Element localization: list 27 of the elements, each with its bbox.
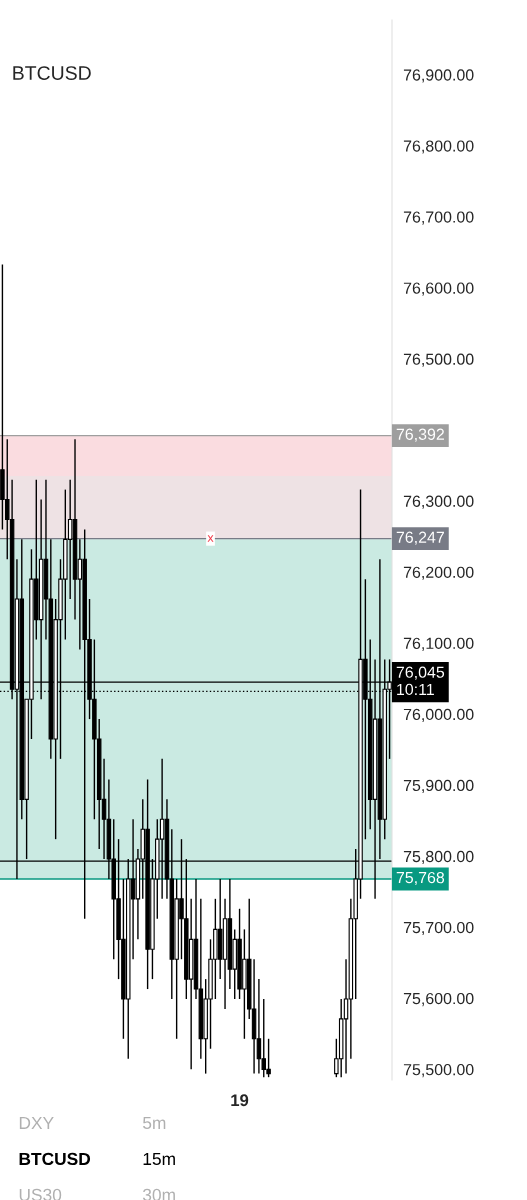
text: BTCUSD	[13, 66, 91, 80]
ref-line-label: 76,392	[396, 428, 444, 442]
text: 5m	[142, 1116, 166, 1130]
y-tick-label: 75,600.00	[403, 992, 474, 1007]
x-tick-label: 19	[231, 1094, 249, 1107]
y-tick-label: 75,500.00	[403, 1063, 474, 1078]
y-tick-label: 76,100.00	[403, 637, 474, 651]
text: DXY	[19, 1116, 54, 1129]
y-tick-label: 76,700.00	[403, 211, 474, 225]
y-tick-label: 76,800.00	[403, 140, 474, 154]
y-tick-label: 75,800.00	[403, 850, 474, 865]
y-tick-label: 76,000.00	[403, 708, 474, 722]
ref-line-label: 76,045 10:11	[396, 666, 445, 696]
y-tick-label: 76,500.00	[403, 353, 474, 367]
text: BTCUSD	[19, 1152, 91, 1166]
ref-line-label: 75,768	[396, 871, 445, 886]
y-tick-label: 75,900.00	[403, 779, 474, 793]
y-tick-label: 75,700.00	[403, 921, 474, 936]
y-tick-label: 76,300.00	[403, 495, 474, 509]
candlestick	[67, 478, 73, 600]
ref-line-label: 76,247	[396, 531, 444, 545]
y-tick-label: 76,200.00	[403, 566, 474, 580]
text: 15m	[143, 1152, 175, 1166]
candlestick	[256, 978, 262, 1075]
annotation: x	[207, 535, 214, 542]
y-tick-label: 76,900.00	[403, 69, 474, 83]
y-tick-label: 76,600.00	[403, 282, 474, 296]
